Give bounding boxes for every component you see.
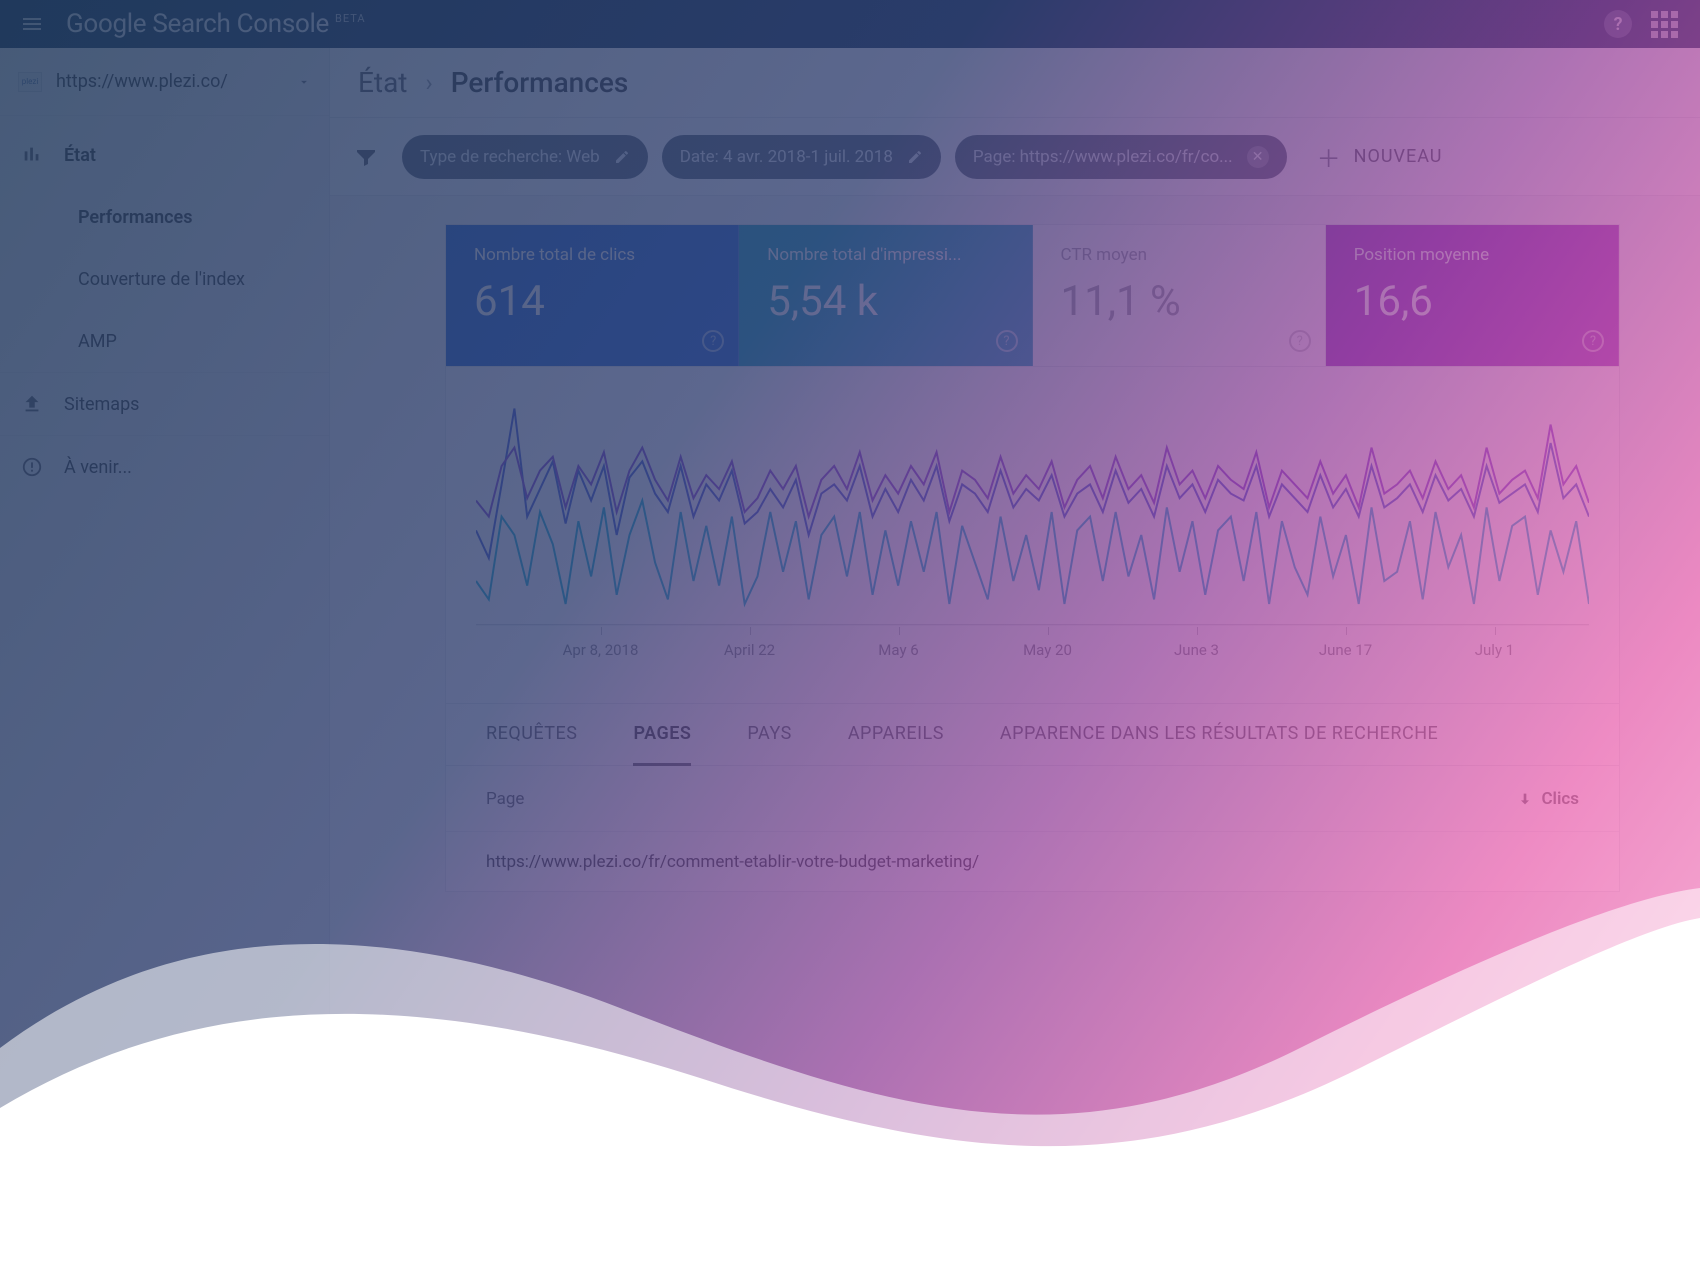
chevron-down-icon [297, 75, 311, 89]
tile-impressions-label: Nombre total d'impressi... [767, 245, 1003, 265]
tile-ctr-value: 11,1 % [1061, 277, 1297, 326]
performance-card: Nombre total de clics 614 ? Nombre total… [445, 224, 1620, 892]
sidebar-label-sitemaps: Sitemaps [64, 394, 139, 415]
sidebar-item-amp[interactable]: AMP [0, 310, 329, 372]
property-url: https://www.plezi.co/ [56, 71, 297, 92]
sidebar-label-avenir: À venir... [64, 457, 132, 478]
help-icon[interactable]: ? [1600, 6, 1636, 42]
chip-search-type[interactable]: Type de recherche: Web [402, 135, 648, 179]
sidebar: plezi https://www.plezi.co/ État Perform… [0, 48, 330, 1268]
x-tick: June 3 [1122, 641, 1271, 659]
upload-icon [18, 390, 46, 418]
tile-ctr[interactable]: CTR moyen 11,1 % ? [1033, 225, 1326, 366]
tile-impressions-value: 5,54 k [767, 277, 1003, 326]
filter-icon[interactable] [354, 145, 378, 169]
breadcrumb-page: Performances [451, 66, 629, 99]
x-tick: July 1 [1420, 641, 1569, 659]
help-outline-icon[interactable]: ? [1289, 330, 1311, 352]
x-tick: Apr 8, 2018 [526, 641, 675, 659]
line-chart [476, 397, 1589, 627]
sidebar-label-etat: État [64, 145, 96, 166]
chart-area: Apr 8, 2018April 22May 6May 20June 3June… [446, 367, 1619, 703]
close-icon[interactable]: ✕ [1247, 146, 1269, 168]
breadcrumb: État › Performances [330, 48, 1700, 118]
chip-date-label: Date: 4 avr. 2018-1 juil. 2018 [680, 147, 893, 167]
tile-position[interactable]: Position moyenne 16,6 ? [1326, 225, 1619, 366]
tab-appareils[interactable]: APPAREILS [848, 704, 944, 766]
sidebar-label-aide: Aide [64, 1165, 100, 1186]
tile-impressions[interactable]: Nombre total d'impressi... 5,54 k ? [739, 225, 1032, 366]
sidebar-item-aide[interactable]: Aide [0, 1144, 329, 1206]
filter-bar: Type de recherche: Web Date: 4 avr. 2018… [330, 118, 1700, 196]
product-logo: Google Search Console BETA [66, 9, 366, 39]
help-outline-icon [18, 1161, 46, 1189]
tile-position-value: 16,6 [1354, 277, 1590, 326]
x-tick: June 17 [1271, 641, 1420, 659]
main-content: État › Performances Type de recherche: W… [330, 48, 1700, 1268]
col-clics[interactable]: Clics [1517, 789, 1579, 809]
plus-icon: ＋ [1317, 139, 1342, 174]
col-clics-label: Clics [1541, 789, 1579, 809]
sidebar-item-performances[interactable]: Performances [0, 186, 329, 248]
property-favicon: plezi [18, 72, 42, 92]
add-filter-button[interactable]: ＋ NOUVEAU [1317, 139, 1443, 174]
chart-x-axis: Apr 8, 2018April 22May 6May 20June 3June… [476, 627, 1589, 683]
sidebar-item-couverture[interactable]: Couverture de l'index [0, 248, 329, 310]
tile-position-label: Position moyenne [1354, 245, 1590, 265]
chevron-right-icon: › [425, 69, 432, 97]
sidebar-label-envoyer: Envoyer des commentaires [64, 1227, 280, 1248]
sidebar-item-envoyer[interactable]: Envoyer des commentaires [0, 1206, 329, 1268]
metric-tiles: Nombre total de clics 614 ? Nombre total… [446, 225, 1619, 367]
app-bar: Google Search Console BETA ? [0, 0, 1700, 48]
sidebar-label-couverture: Couverture de l'index [78, 269, 245, 290]
product-name: Google Search Console [66, 9, 329, 39]
help-outline-icon[interactable]: ? [996, 330, 1018, 352]
breadcrumb-root[interactable]: État [358, 66, 407, 99]
arrow-down-icon [1517, 791, 1533, 807]
hamburger-menu-icon[interactable] [18, 10, 46, 38]
sidebar-label-performances: Performances [78, 207, 193, 228]
property-selector[interactable]: plezi https://www.plezi.co/ [0, 48, 329, 116]
tile-clicks-label: Nombre total de clics [474, 245, 710, 265]
help-outline-icon[interactable]: ? [1582, 330, 1604, 352]
tab-requetes[interactable]: REQUÊTES [486, 704, 577, 766]
result-tabs: REQUÊTES PAGES PAYS APPAREILS APPARENCE … [446, 703, 1619, 765]
beta-badge: BETA [335, 12, 366, 25]
chip-search-type-label: Type de recherche: Web [420, 147, 600, 167]
table-header: Page Clics [446, 765, 1619, 831]
edit-icon[interactable] [907, 149, 923, 165]
tile-ctr-label: CTR moyen [1061, 245, 1297, 265]
x-tick: April 22 [675, 641, 824, 659]
feedback-icon [18, 1223, 46, 1251]
bar-chart-icon [18, 141, 46, 169]
table-row[interactable]: https://www.plezi.co/fr/comment-etablir-… [446, 831, 1619, 891]
edit-icon[interactable] [614, 149, 630, 165]
row-page-url: https://www.plezi.co/fr/comment-etablir-… [486, 852, 979, 872]
info-icon [18, 453, 46, 481]
tile-clicks[interactable]: Nombre total de clics 614 ? [446, 225, 739, 366]
apps-grid-icon[interactable] [1646, 6, 1682, 42]
sidebar-item-avenir[interactable]: À venir... [0, 436, 329, 498]
tile-clicks-value: 614 [474, 277, 710, 326]
sidebar-item-sitemaps[interactable]: Sitemaps [0, 373, 329, 435]
col-page[interactable]: Page [486, 789, 1517, 809]
x-tick: May 20 [973, 641, 1122, 659]
tab-apparence[interactable]: APPARENCE DANS LES RÉSULTATS DE RECHERCH… [1000, 704, 1438, 766]
chip-page-label: Page: https://www.plezi.co/fr/co... [973, 147, 1233, 167]
add-filter-label: NOUVEAU [1354, 146, 1443, 167]
chip-page[interactable]: Page: https://www.plezi.co/fr/co... ✕ [955, 135, 1287, 179]
tab-pays[interactable]: PAYS [747, 704, 791, 766]
help-outline-icon[interactable]: ? [702, 330, 724, 352]
tab-pages[interactable]: PAGES [633, 704, 691, 766]
sidebar-item-etat[interactable]: État [0, 124, 329, 186]
chip-date[interactable]: Date: 4 avr. 2018-1 juil. 2018 [662, 135, 941, 179]
x-tick: May 6 [824, 641, 973, 659]
sidebar-label-amp: AMP [78, 331, 117, 352]
